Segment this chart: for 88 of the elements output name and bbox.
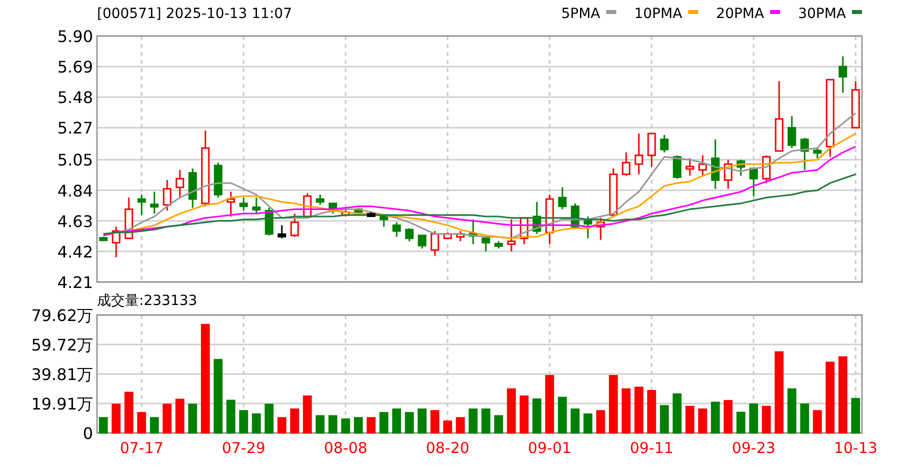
y-tick-label: 39.81万 <box>31 365 93 384</box>
legend-label: 30PMA <box>798 6 846 22</box>
bar <box>162 404 172 434</box>
bar <box>634 386 644 434</box>
bar <box>98 417 108 434</box>
y-tick-label: 4.84 <box>57 181 93 200</box>
bar <box>800 403 810 434</box>
bar <box>226 400 236 434</box>
bar <box>520 395 529 434</box>
bar <box>532 398 542 434</box>
bar <box>252 413 261 434</box>
y-tick-label: 4.21 <box>57 273 93 292</box>
x-tick-label: 08-20 <box>426 439 470 457</box>
bar <box>456 417 465 434</box>
bar <box>812 410 822 434</box>
y-tick-label: 5.27 <box>57 118 93 138</box>
bar <box>150 417 159 434</box>
bar <box>264 404 274 434</box>
bar <box>558 396 567 434</box>
bar <box>200 324 210 434</box>
y-tick-label: 5.90 <box>57 27 93 46</box>
bar <box>112 404 121 434</box>
bar <box>660 405 669 434</box>
bar <box>698 408 708 434</box>
bar <box>826 362 835 434</box>
bar <box>762 406 771 434</box>
y-tick-label: 5.48 <box>57 88 93 108</box>
bar <box>583 413 592 434</box>
bar <box>354 417 363 434</box>
bar <box>290 408 300 434</box>
legend-label: 5PMA <box>561 6 601 22</box>
bar <box>468 408 478 434</box>
y-tick-label: 59.72万 <box>31 335 93 354</box>
chart-title: [000571] 2025-10-13 11:07 <box>97 6 292 22</box>
bar <box>124 392 134 434</box>
bar <box>774 351 784 434</box>
bar <box>596 410 606 434</box>
y-tick-label: 0 <box>82 424 93 443</box>
bar <box>392 408 402 434</box>
bar <box>749 403 758 434</box>
bar <box>137 412 146 434</box>
bar <box>736 412 746 434</box>
x-tick-label: 07-29 <box>222 439 266 457</box>
bar <box>341 418 350 434</box>
bar <box>608 374 618 434</box>
y-tick-label: 4.42 <box>57 242 93 262</box>
y-tick-label: 19.91万 <box>31 394 93 414</box>
bar <box>239 410 248 434</box>
bar <box>188 404 198 434</box>
bar <box>710 402 720 434</box>
bar <box>545 374 554 434</box>
bar <box>366 417 376 434</box>
bar <box>570 408 580 434</box>
x-tick-label: 08-08 <box>324 439 368 457</box>
bar <box>494 415 504 434</box>
bar <box>838 356 848 434</box>
bar <box>430 410 440 434</box>
x-tick-label: 09-11 <box>630 439 674 457</box>
bar <box>506 388 516 434</box>
x-tick-label: 10-13 <box>834 439 878 457</box>
x-tick-label: 09-01 <box>528 439 572 457</box>
bar <box>277 417 286 434</box>
x-tick-label: 09-23 <box>732 439 776 457</box>
bar <box>328 415 338 434</box>
bar <box>379 412 388 434</box>
legend-label: 20PMA <box>716 6 764 22</box>
bar <box>787 388 796 434</box>
bar <box>481 408 490 434</box>
y-tick-label: 4.63 <box>57 212 93 231</box>
bar <box>647 390 656 434</box>
bar <box>685 406 694 434</box>
bar <box>443 420 452 434</box>
bar <box>302 395 312 434</box>
bar <box>672 393 682 434</box>
bar <box>851 398 860 434</box>
legend-label: 10PMA <box>634 6 683 22</box>
chart-title: 成交量:233133 <box>97 293 198 309</box>
bar <box>214 358 223 434</box>
y-tick-label: 5.05 <box>57 150 93 170</box>
y-tick-label: 5.69 <box>57 58 93 77</box>
bar <box>622 388 631 434</box>
x-tick-label: 07-17 <box>120 439 164 457</box>
y-tick-label: 79.62万 <box>31 306 93 325</box>
bar <box>418 408 427 434</box>
bar <box>316 415 325 434</box>
bar <box>724 400 733 434</box>
bar <box>404 412 414 434</box>
bar <box>175 398 184 434</box>
